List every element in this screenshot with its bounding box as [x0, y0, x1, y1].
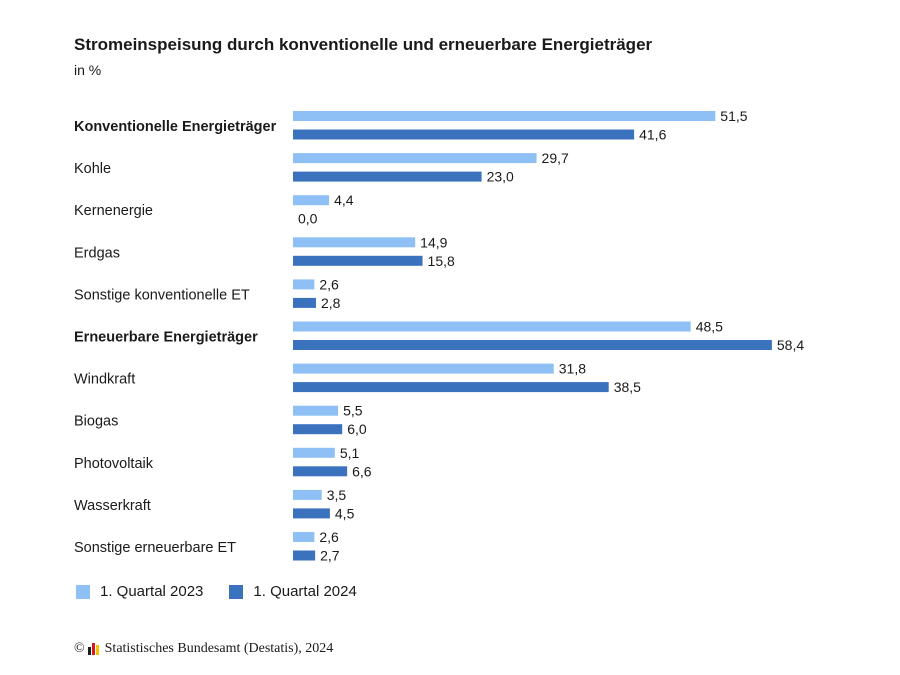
bar-2023[interactable]: [293, 405, 339, 416]
value-label: 2,6: [319, 529, 339, 545]
category-label: Biogas: [74, 414, 118, 430]
value-label: 2,7: [320, 548, 340, 564]
bar-2024[interactable]: [293, 129, 635, 140]
value-label: 2,8: [321, 295, 341, 311]
bar-2024[interactable]: [293, 171, 482, 182]
category-label: Konventionelle Energieträger: [74, 119, 277, 135]
category-label: Erneuerbare Energieträger: [74, 330, 258, 346]
bar-2023[interactable]: [293, 153, 537, 164]
legend-item-2024[interactable]: 1. Quartal 2024: [229, 583, 357, 600]
bar-2023[interactable]: [293, 279, 315, 290]
bar-2024[interactable]: [293, 550, 316, 561]
bar-2023[interactable]: [293, 237, 416, 248]
category-label: Kernenergie: [74, 203, 153, 219]
bar-2023[interactable]: [293, 195, 330, 206]
bar-2023[interactable]: [293, 321, 691, 332]
bar-2024[interactable]: [293, 255, 423, 266]
bar-2023[interactable]: [293, 532, 315, 542]
bar-2023[interactable]: [293, 363, 554, 374]
bar-2024[interactable]: [293, 424, 343, 435]
bar-2024[interactable]: [293, 382, 609, 393]
value-label: 23,0: [487, 169, 514, 185]
value-label: 5,5: [343, 403, 363, 419]
category-label: Erdgas: [74, 245, 120, 261]
value-label: 4,5: [335, 505, 355, 521]
value-label: 6,6: [352, 463, 372, 479]
logo-bar-3: [95, 645, 99, 655]
value-label: 6,0: [347, 421, 367, 437]
legend-swatch-2024: [229, 584, 244, 599]
chart-title: Stromeinspeisung durch konventionelle un…: [74, 35, 653, 54]
bar-2024[interactable]: [293, 340, 772, 350]
value-label: 38,5: [614, 379, 641, 395]
value-label: 4,4: [334, 192, 354, 208]
legend-item-2023[interactable]: 1. Quartal 2023: [76, 583, 203, 600]
bar-2024[interactable]: [293, 297, 316, 308]
bar-2024[interactable]: [293, 466, 348, 477]
category-label: Windkraft: [74, 372, 135, 388]
value-label: 58,4: [777, 337, 804, 353]
destatis-logo-icon: [87, 643, 100, 655]
legend-swatch-2023: [76, 584, 90, 599]
category-label: Photovoltaik: [74, 456, 154, 472]
value-label: 5,1: [340, 445, 360, 461]
bar-2023[interactable]: [293, 489, 322, 500]
legend-label-2023: 1. Quartal 2023: [100, 583, 204, 600]
chart-subtitle: in %: [74, 62, 102, 78]
legend-label-2024: 1. Quartal 2024: [253, 583, 357, 600]
legend: 1. Quartal 2023 1. Quartal 2024: [76, 583, 383, 600]
bar-2023[interactable]: [293, 447, 335, 458]
bar-2023[interactable]: [293, 111, 716, 121]
logo-bar-1: [87, 647, 91, 655]
bar-2024[interactable]: [293, 508, 330, 519]
copyright-note: © Statistisches Bundesamt (Destatis), 20…: [74, 641, 333, 657]
value-label: 14,9: [420, 234, 447, 250]
copyright-text: Statistisches Bundesamt (Destatis), 2024: [104, 641, 334, 656]
value-label: 48,5: [696, 319, 723, 335]
value-label: 51,5: [720, 108, 747, 124]
category-label: Kohle: [74, 161, 111, 177]
value-label: 2,6: [319, 276, 339, 292]
copyright-symbol: ©: [74, 641, 85, 656]
category-label: Sonstige erneuerbare ET: [74, 540, 236, 556]
value-label: 15,8: [428, 253, 455, 269]
category-label: Sonstige konventionelle ET: [74, 287, 250, 303]
category-label: Wasserkraft: [74, 498, 151, 514]
value-label: 0,0: [298, 211, 318, 227]
value-label: 41,6: [639, 127, 666, 143]
value-label: 29,7: [542, 150, 569, 166]
logo-bar-2: [91, 643, 95, 655]
value-label: 31,8: [559, 361, 586, 377]
value-label: 3,5: [327, 487, 347, 503]
